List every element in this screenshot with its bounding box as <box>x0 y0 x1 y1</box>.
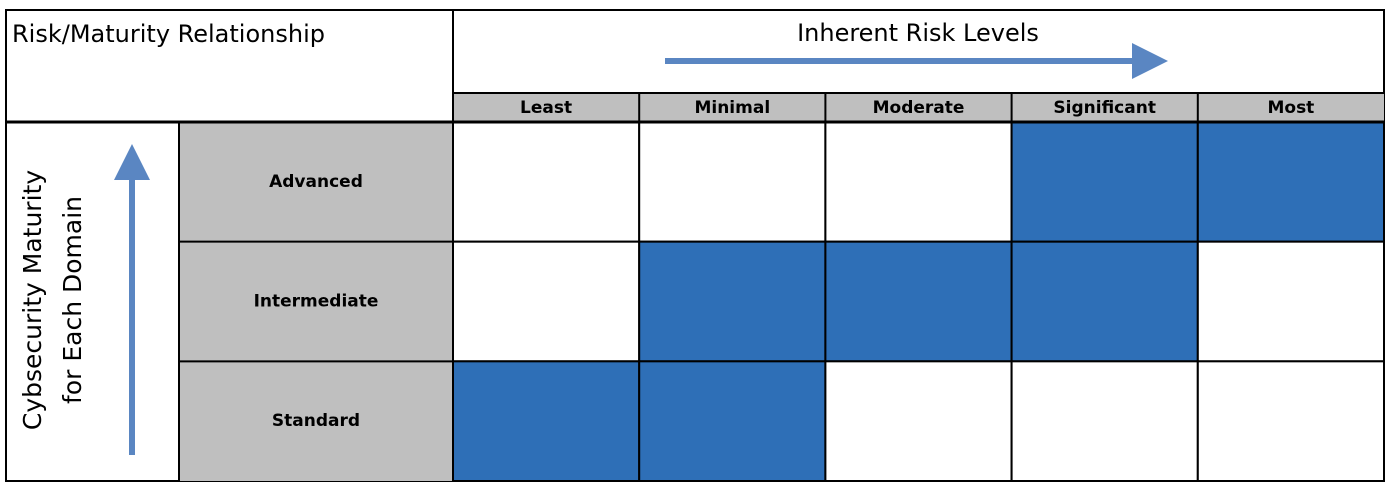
row-label: Advanced <box>269 172 363 192</box>
title: Risk/Maturity Relationship <box>12 20 325 48</box>
cell <box>1010 240 1199 363</box>
column-header: Inherent Risk Levels <box>797 19 1039 47</box>
cell <box>452 360 641 483</box>
column-label: Moderate <box>873 98 965 118</box>
row-label: Standard <box>272 411 360 431</box>
column-label-background <box>453 93 1384 122</box>
cell <box>1196 240 1386 363</box>
cell <box>824 240 1013 363</box>
row-label-background <box>179 122 453 481</box>
column-label: Least <box>520 98 572 118</box>
cell <box>638 121 827 243</box>
cell <box>638 360 827 483</box>
cell <box>824 360 1013 483</box>
cell <box>1196 121 1386 243</box>
cell <box>452 240 641 363</box>
grid <box>6 10 1384 481</box>
cell <box>638 240 827 363</box>
row-header-line: for Each Domain <box>58 196 87 404</box>
row-label: Intermediate <box>254 292 379 312</box>
column-label: Most <box>1267 98 1314 118</box>
cell <box>1196 360 1386 483</box>
cells <box>452 121 1386 483</box>
cell <box>824 121 1013 243</box>
column-label: Significant <box>1053 98 1156 118</box>
column-label: Minimal <box>694 98 770 118</box>
cell <box>1010 360 1199 483</box>
cell <box>452 121 641 243</box>
cell <box>1010 121 1199 243</box>
row-header-line: Cybsecurity Maturity <box>18 170 47 430</box>
